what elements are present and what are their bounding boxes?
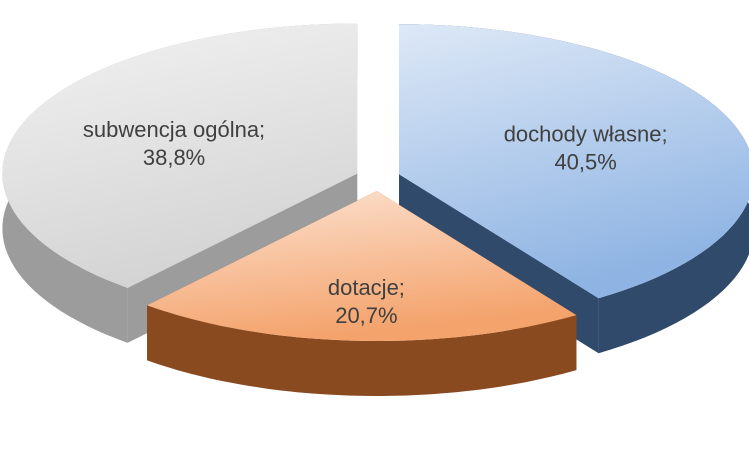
value-label: 40,5% [554,150,616,175]
slice-shine [2,23,358,288]
slice-shine [399,24,749,299]
category-label: dochody własne; [504,122,668,147]
category-label: dotacje; [328,275,405,300]
value-label: 20,7% [335,303,397,328]
category-label: subwencja ogólna; [83,117,265,142]
slice-shine [147,191,577,341]
slice-side [147,305,577,396]
slice: dochody własne; 40,5% [399,24,749,354]
value-label: 38,8% [143,145,205,170]
slice: dotacje; 20,7% [147,191,577,396]
